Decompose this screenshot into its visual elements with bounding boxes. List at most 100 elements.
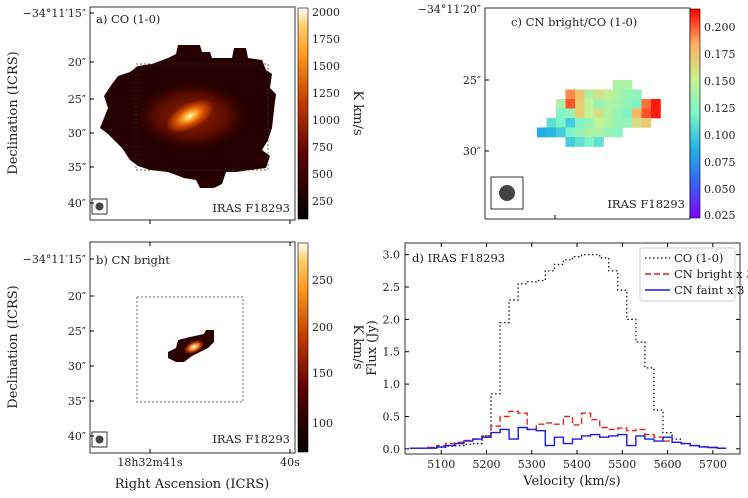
ytick-label: 0.0 [383,443,401,456]
co-emission-map [100,45,276,188]
ratio-pixel [613,80,623,90]
panel-b: b) CN bright IRAS F18293 −34°11′15″ 20″ … [6,241,365,492]
colorbar-tick-label: 250 [312,274,333,287]
ytick-label: 30″ [463,145,481,158]
colorbar-tick-label: 1250 [312,87,340,100]
ratio-pixel [603,108,614,119]
ratio-pixel [603,118,614,128]
ratio-pixel [632,99,642,109]
panel-d-frame [404,242,741,455]
colorbar-tick-label: 0.050 [704,183,736,196]
ytick-label: 30″ [68,360,86,373]
ratio-pixel [613,99,623,109]
panel-d-ticks: 5100 5200 5300 5400 5500 5600 5700 0.0 0.5 1.0 1.5… [383,243,740,471]
ratio-pixel [556,118,566,128]
ratio-pixel [622,108,633,119]
xtick-label: 5500 [608,458,636,471]
ratio-pixel [537,127,547,138]
ratio-pixel [632,89,642,100]
panel-b-xlabel: Right Ascension (ICRS) [115,477,269,492]
panel-c-source: IRAS F18293 [607,197,685,211]
colorbar-tick-label: 750 [312,141,333,154]
ytick-label: 40″ [68,430,86,443]
panel-d-label: d) IRAS F18293 [412,251,505,265]
beam-box-a [91,198,108,215]
panel-d-xlabel: Velocity (km/s) [522,474,620,489]
ytick-label: −34°11′15″ [23,253,86,266]
ytick-label: 35″ [68,395,86,408]
ratio-pixel [594,108,604,119]
ratio-pixel [584,127,595,138]
xtick-label: 5300 [518,458,546,471]
legend-label-cn-faint: CN faint x 3 [674,283,744,297]
ratio-pixel [651,108,661,119]
colorbar-tick-label: 0.150 [704,75,736,88]
ratio-pixel [613,108,623,119]
co-footprint-box [135,63,269,171]
ratio-pixel [613,118,623,128]
ratio-pixel [594,89,604,100]
ratio-pixel [622,80,633,90]
beam-ellipse-c [499,185,515,201]
colorbar-tick-label: 1000 [312,114,340,127]
ratio-pixel [546,118,557,128]
panel-a-ylabel: Declination (ICRS) [6,51,21,174]
panel-a-yticks: −34°11′15″ 20″ 25″ 30″ 35″ 40″ [23,7,291,224]
ratio-pixel [565,137,576,147]
ratio-pixel [603,127,614,138]
ytick-label: 25″ [68,93,86,106]
ratio-pixel [622,118,633,128]
ytick-label: 2.5 [383,281,401,294]
ytick-label: 1.0 [383,378,401,391]
ratio-pixel [575,127,585,138]
legend-box [639,247,736,302]
series-line-cn-faint [409,426,727,449]
xtick-label: 40s [280,456,300,469]
beam-box-b [91,431,108,448]
ratio-pixel [594,118,604,128]
colorbar-a-label: K km/s [350,90,365,135]
colorbar-tick-label: 500 [312,168,333,181]
colorbar-c-ticks: 0.200 0.175 0.150 0.125 0.100 0.075 0.05… [704,21,736,222]
ratio-pixel [565,89,576,100]
ratio-pixel [594,99,604,109]
legend-label-co: CO (1-0) [674,251,723,265]
ytick-label: −34°11′15″ [23,7,86,20]
xtick-label: 5700 [699,458,727,471]
ratio-pixel [622,89,633,100]
ratio-pixel [584,137,595,147]
xtick-label: 18h32m41s [117,456,183,469]
ratio-pixel [575,108,585,119]
colorbar-b [297,242,309,453]
ratio-pixel [565,127,576,138]
ytick-label: −34°11′20″ [418,3,481,16]
colorbar-tick-label: 0.125 [704,102,736,115]
panel-b-yticks: −34°11′15″ 20″ 25″ 30″ 35″ 40″ [23,242,291,453]
ratio-pixel [632,118,642,128]
panel-a-label: a) CO (1-0) [96,12,160,26]
ratio-pixel [584,89,595,100]
colorbar-tick-label: 2000 [312,6,340,19]
xtick-label: 5200 [472,458,500,471]
panel-c-label: c) CN bright/CO (1-0) [511,15,637,29]
ytick-label: 20″ [68,290,86,303]
ratio-pixel [575,89,585,100]
colorbar-tick-label: 150 [312,367,333,380]
ratio-pixel [641,99,652,109]
panel-d: 5100 5200 5300 5400 5500 5600 5700 0.0 0.5 1.0 1.5… [365,242,748,489]
panel-a-source: IRAS F18293 [212,201,290,215]
colorbar-b-ticks: 250 200 150 100 [312,274,333,430]
ratio-pixel [613,89,623,100]
beam-ellipse-a [95,202,104,211]
panel-d-ylabel: Flux (Jy) [365,320,380,376]
xtick-label: 5600 [654,458,682,471]
cn-co-ratio-map [537,80,661,147]
colorbar-tick-label: 0.075 [704,156,736,169]
cn-footprint-box [136,296,244,403]
ratio-pixel [584,108,595,119]
colorbar-tick-label: 0.175 [704,48,736,61]
ytick-label: 30″ [68,127,86,140]
colorbar-tick-label: 0.200 [704,21,736,34]
ratio-pixel [565,108,576,119]
